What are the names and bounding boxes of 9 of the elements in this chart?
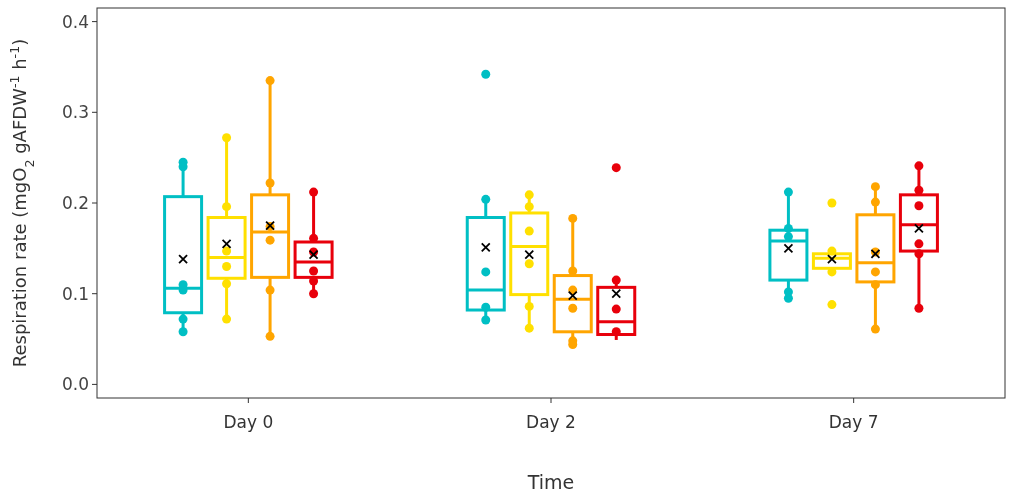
y-tick-label: 0.0: [61, 374, 89, 395]
x-tick-label: Day 2: [526, 412, 576, 432]
x-axis-title: Time: [526, 471, 575, 493]
y-tick-label: 0.4: [61, 11, 89, 32]
x-tick-label: Day 7: [828, 412, 879, 432]
y-tick-label: 0.2: [61, 192, 89, 213]
y-tick-label: 0.1: [61, 283, 89, 304]
x-tick-label: Day 0: [223, 412, 274, 432]
y-tick-label: 0.3: [61, 102, 89, 123]
